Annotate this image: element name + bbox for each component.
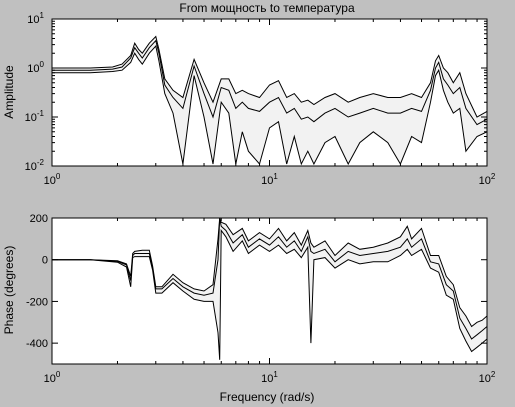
frequency-x-axis-label: Frequency (rad/s) bbox=[220, 390, 315, 404]
phase-y-tick-label: 0 bbox=[42, 255, 48, 267]
phase-series-1 bbox=[52, 218, 487, 340]
phase-x-tick-label: 100 bbox=[44, 370, 61, 385]
phase-y-tick-label: -200 bbox=[26, 296, 48, 308]
amplitude-series-0 bbox=[52, 35, 487, 118]
phase-axes-frame bbox=[51, 217, 488, 365]
amplitude-y-tick-label: 100 bbox=[27, 60, 44, 75]
amplitude-y-tick-label: 10-2 bbox=[25, 158, 45, 173]
amplitude-y-tick-label: 10-1 bbox=[25, 109, 45, 124]
phase-y-tick-label: -400 bbox=[26, 338, 48, 350]
amplitude-series-2 bbox=[52, 45, 487, 166]
phase-series-2 bbox=[52, 229, 487, 360]
amplitude-plot: 100 101 102 10-2 10-1 100 101 bbox=[25, 11, 496, 187]
amplitude-x-tick-label: 102 bbox=[479, 172, 496, 187]
phase-plot: 100 101 102 200 0 -200 -400 bbox=[26, 213, 496, 385]
phase-y-axis-label: Phase (degrees) bbox=[2, 246, 16, 335]
phase-uncertainty-band bbox=[52, 218, 487, 360]
amplitude-x-tick-label: 101 bbox=[261, 172, 278, 187]
phase-x-tick-label: 102 bbox=[479, 370, 496, 385]
phase-y-tick-label: 200 bbox=[30, 213, 48, 225]
amplitude-axes-frame bbox=[51, 18, 488, 167]
amplitude-series-1 bbox=[52, 39, 487, 126]
phase-series-0 bbox=[52, 218, 487, 328]
amplitude-y-axis-label: Amplitude bbox=[2, 65, 16, 119]
phase-x-tick-label: 101 bbox=[261, 370, 278, 385]
amplitude-y-tick-label: 101 bbox=[27, 11, 44, 26]
chart-title: From мощность to температура bbox=[179, 1, 355, 15]
amplitude-x-tick-label: 100 bbox=[44, 172, 61, 187]
